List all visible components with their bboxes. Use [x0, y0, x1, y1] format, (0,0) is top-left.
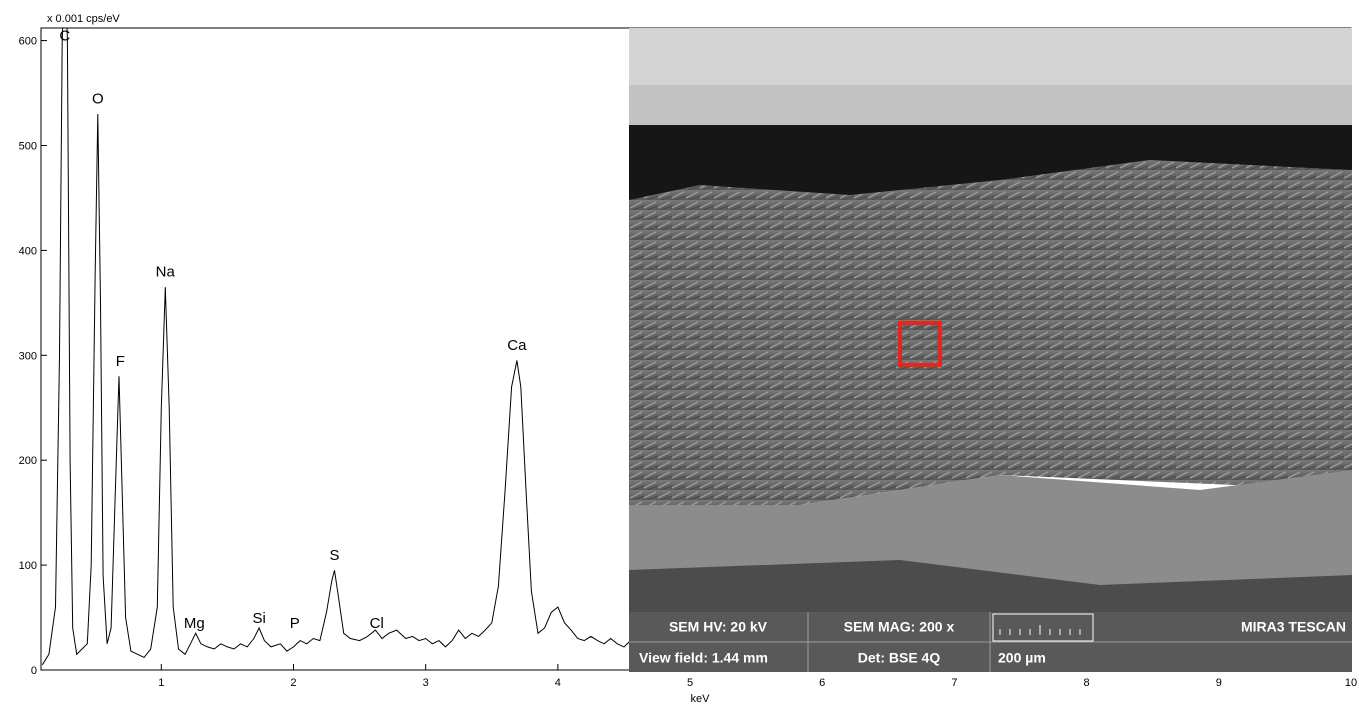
y-tick-label: 600: [19, 36, 37, 48]
info-text: SEM HV: 20 kV: [669, 619, 768, 635]
y-tick-label: 0: [31, 665, 37, 677]
y-tick-label: 300: [19, 350, 37, 362]
info-text: Det: BSE 4Q: [858, 650, 941, 666]
chart: x 0.001 cps/eV keV 0 100 200 300 400 500 600 1 2…: [0, 0, 1359, 705]
peak-label: Cl: [370, 615, 384, 632]
x-tick-label: 6: [819, 677, 825, 689]
x-tick-label: 2: [290, 677, 296, 689]
peak-label: F: [116, 353, 125, 370]
sem-top-band: [629, 85, 1352, 125]
info-text: View field: 1.44 mm: [639, 650, 768, 666]
peak-label: Mg: [184, 615, 205, 632]
x-tick-label: 9: [1216, 677, 1222, 689]
y-tick-label: 100: [19, 560, 37, 572]
x-tick-label: 8: [1084, 677, 1090, 689]
spectrum-line: [42, 0, 630, 665]
x-tick-label: 10: [1345, 677, 1357, 689]
sem-fiber-layer: [629, 160, 1352, 505]
y-tick-label: 500: [19, 140, 37, 152]
sem-image: SEM HV: 20 kV SEM MAG: 200 x MIRA3 TESCA…: [629, 28, 1352, 672]
info-text: SEM MAG: 200 x: [844, 619, 955, 635]
y-axis-label: x 0.001 cps/eV: [47, 13, 120, 25]
x-tick-label: 7: [951, 677, 957, 689]
peak-label: P: [290, 615, 300, 632]
x-tick-label: 4: [555, 677, 561, 689]
peak-label: C: [59, 28, 70, 45]
y-tick-label: 400: [19, 245, 37, 257]
x-tick-label: 5: [687, 677, 693, 689]
peak-label: Si: [252, 610, 265, 627]
x-axis-label: keV: [691, 693, 711, 705]
x-tick-label: 1: [158, 677, 164, 689]
peak-label: O: [92, 91, 104, 108]
info-text: 200 µm: [998, 650, 1046, 666]
y-tick-label: 200: [19, 455, 37, 467]
peak-label: Na: [156, 264, 176, 281]
peak-label: S: [329, 547, 339, 564]
peak-label: Ca: [507, 337, 527, 354]
x-tick-label: 3: [423, 677, 429, 689]
info-text: MIRA3 TESCAN: [1241, 619, 1346, 635]
